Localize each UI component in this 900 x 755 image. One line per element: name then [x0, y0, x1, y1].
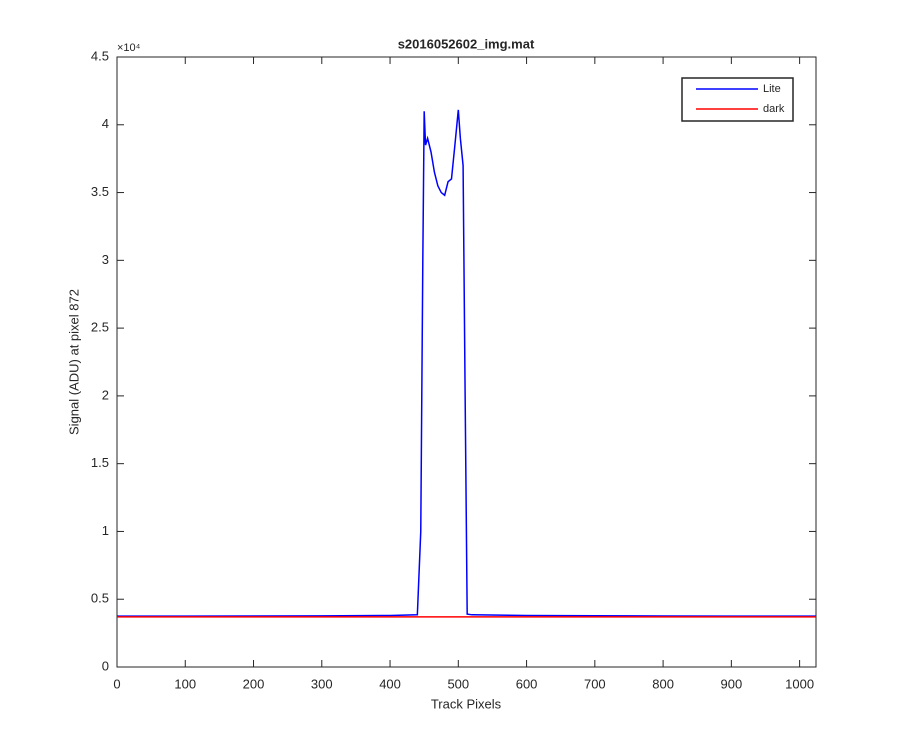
x-tick-label: 0	[113, 676, 120, 691]
y-tick-label: 3	[102, 252, 109, 267]
x-tick-label: 800	[652, 676, 674, 691]
x-tick-label: 500	[447, 676, 469, 691]
series-line	[117, 109, 816, 617]
x-tick-label: 100	[174, 676, 196, 691]
x-tick-label: 900	[721, 676, 743, 691]
y-exponent: ×10⁴	[117, 42, 141, 54]
x-tick-label: 600	[516, 676, 538, 691]
legend-box	[681, 77, 794, 122]
y-tick-label: 1.5	[91, 455, 109, 470]
x-tick-label: 700	[584, 676, 606, 691]
y-axis-label: Signal (ADU) at pixel 872	[66, 289, 81, 435]
chart-title: s2016052602_img.mat	[398, 36, 535, 51]
y-tick-label: 2.5	[91, 320, 109, 335]
y-tick-label: 0.5	[91, 591, 109, 606]
x-tick-label: 400	[379, 676, 401, 691]
x-axis-label: Track Pixels	[431, 696, 502, 711]
x-tick-label: 1000	[785, 676, 814, 691]
y-tick-label: 4	[102, 116, 109, 131]
y-tick-label: 1	[102, 523, 109, 538]
x-tick-label: 300	[311, 676, 333, 691]
y-tick-label: 3.5	[91, 184, 109, 199]
y-tick-label: 2	[102, 387, 109, 402]
x-tick-label: 200	[243, 676, 265, 691]
y-tick-label: 0	[102, 658, 109, 673]
legend-label: Lite	[763, 83, 781, 95]
legend-label: dark	[763, 103, 785, 115]
y-tick-label: 4.5	[91, 48, 109, 63]
